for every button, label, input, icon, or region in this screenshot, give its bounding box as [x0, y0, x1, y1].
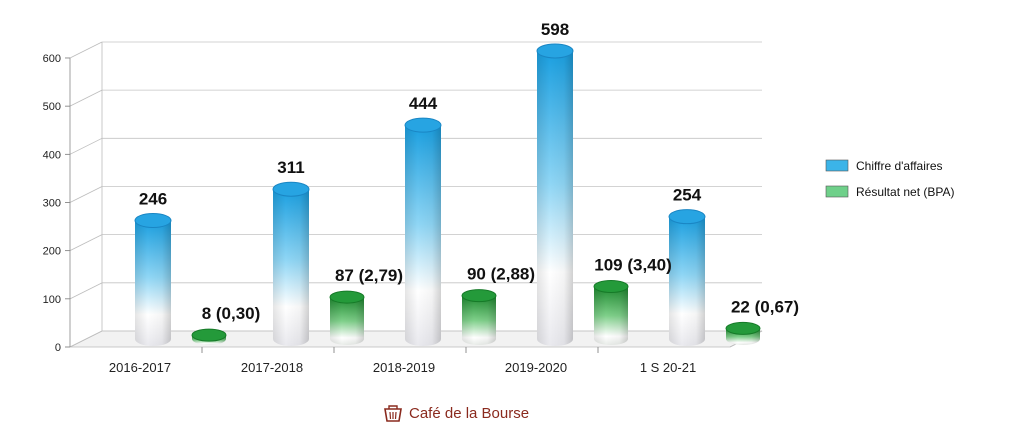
x-tick-label: 2017-2018 [241, 360, 303, 375]
x-tick-label: 2019-2020 [505, 360, 567, 375]
gridline-diagonal [69, 186, 103, 203]
data-label-net-result: 8 (0,30) [202, 304, 261, 323]
bar-revenue [134, 213, 172, 346]
y-tick-label: 500 [43, 101, 61, 113]
data-label-revenue: 598 [541, 20, 569, 39]
legend-swatch-revenue [825, 159, 849, 172]
bar-net-result [329, 290, 365, 345]
y-tick-label: 200 [43, 246, 61, 258]
x-tick-label: 1 S 20-21 [640, 360, 696, 375]
y-tick-label: 100 [43, 294, 61, 306]
y-tick-label: 600 [43, 53, 61, 65]
data-label-revenue: 246 [139, 190, 167, 209]
data-label-net-result: 90 (2,88) [467, 265, 535, 284]
data-label-net-result: 87 (2,79) [335, 266, 403, 285]
bar-net-result [725, 321, 761, 345]
data-label-net-result: 22 (0,67) [731, 297, 799, 316]
legend-label-revenue: Chiffre d'affaires [856, 159, 943, 173]
gridline-diagonal [69, 282, 103, 300]
x-tick-label: 2018-2019 [373, 360, 435, 375]
bar-revenue [668, 209, 706, 346]
brand-logo: Café de la Bourse [383, 404, 529, 422]
bar-revenue [536, 43, 574, 347]
y-tick-label: 300 [43, 197, 61, 209]
data-label-revenue: 311 [277, 158, 304, 177]
y-tick-label: 0 [55, 342, 61, 354]
legend-swatch-net-result [825, 185, 849, 198]
bar-revenue [404, 117, 442, 346]
bar-net-result [593, 279, 629, 345]
gridline-diagonal [69, 89, 103, 107]
bar-net-result [461, 289, 497, 345]
gridline-diagonal [69, 234, 103, 252]
legend-label-net-result: Résultat net (BPA) [856, 185, 954, 199]
gridline-diagonal [69, 330, 103, 348]
brand-name: Café de la Bourse [409, 404, 530, 422]
bar-revenue [272, 181, 310, 346]
x-tick-label: 2016-2017 [109, 360, 171, 375]
legend: Chiffre d'affaires Résultat net (BPA) [825, 159, 954, 199]
gridline-diagonal [69, 137, 103, 155]
gridline-diagonal [69, 41, 103, 59]
y-tick-label: 400 [43, 149, 61, 161]
data-label-revenue: 444 [409, 94, 438, 113]
data-label-revenue: 254 [673, 186, 702, 205]
bar-net-result [191, 328, 227, 345]
data-label-net-result: 109 (3,40) [594, 255, 672, 274]
basket-icon [384, 405, 402, 422]
